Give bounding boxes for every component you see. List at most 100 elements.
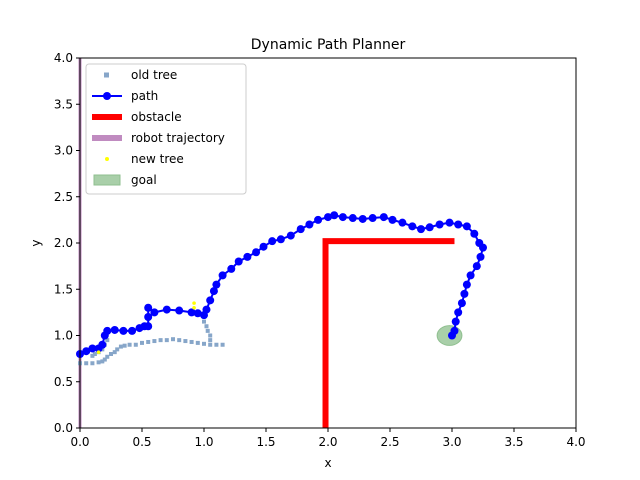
- y-tick-label-7: 3.5: [54, 97, 73, 111]
- legend-swatch-new-tree: [105, 157, 109, 161]
- path-point-63: [451, 317, 460, 326]
- path-point-40: [348, 214, 357, 223]
- legend-swatch-goal: [93, 174, 121, 186]
- y-tick-label-1: 0.5: [54, 375, 73, 389]
- path-point-30: [259, 242, 268, 251]
- path-point-43: [379, 213, 388, 222]
- legend-label-obstacle: obstacle: [131, 110, 182, 124]
- path-point-36: [314, 215, 323, 224]
- path-point-41: [358, 214, 367, 223]
- path-point-4: [98, 340, 107, 349]
- old-tree-point-34: [92, 352, 97, 356]
- old-tree-point-6: [105, 354, 110, 359]
- path-point-37: [324, 213, 332, 222]
- new-tree-point-1: [192, 305, 196, 310]
- old-tree-point-21: [183, 339, 188, 344]
- old-tree-point-22: [189, 339, 194, 344]
- legend: old tree path obstacle robot trajectory new …: [85, 63, 247, 195]
- old-tree-point-7: [109, 352, 113, 356]
- old-tree-point-20: [177, 338, 182, 343]
- path-point-51: [454, 220, 463, 229]
- path-point-53: [470, 229, 479, 238]
- old-tree-point-17: [158, 338, 163, 343]
- path-point-25: [218, 271, 227, 280]
- legend-swatch-path: [103, 92, 111, 100]
- path-point-38: [330, 211, 339, 220]
- old-tree-point-26: [214, 342, 219, 347]
- path-point-57: [472, 262, 481, 271]
- old-tree-point-23: [195, 340, 200, 345]
- x-tick-label-3: 1.5: [256, 435, 275, 449]
- old-tree-point-14: [140, 340, 144, 345]
- y-tick-label-2: 1.0: [54, 329, 73, 343]
- path-point-45: [398, 218, 407, 227]
- path-point-32: [276, 235, 285, 244]
- path-point-6: [103, 326, 112, 335]
- path-point-33: [286, 231, 295, 240]
- path-point-50: [445, 218, 454, 227]
- old-tree-point-28: [208, 333, 213, 338]
- path-point-42: [368, 214, 377, 223]
- old-tree-point-15: [146, 339, 151, 344]
- x-tick-label-5: 2.5: [380, 435, 399, 449]
- old-tree-point-25: [208, 342, 213, 347]
- path-point-12: [144, 322, 153, 331]
- old-tree-point-19: [171, 337, 175, 342]
- old-tree-point-29: [205, 328, 210, 333]
- x-axis-label: x: [324, 456, 331, 470]
- path-point-26: [227, 264, 236, 273]
- path-point-9: [128, 326, 137, 335]
- legend-label-new-tree: new tree: [131, 152, 184, 166]
- path-point-18: [187, 308, 196, 317]
- path-point-39: [338, 213, 347, 222]
- x-axis: 0.0 0.5 1.0 1.5 2.0 2.5 3.0 3.5 4.0: [70, 428, 586, 449]
- path-point-62: [454, 308, 463, 317]
- x-tick-label-2: 1.0: [194, 435, 213, 449]
- path-point-44: [388, 215, 397, 224]
- path-point-49: [435, 220, 444, 229]
- obstacle-line: [322, 238, 455, 428]
- path-point-14: [144, 303, 153, 312]
- path-point-58: [466, 271, 475, 280]
- path-point-55: [479, 243, 487, 252]
- path-point-52: [462, 222, 471, 231]
- path-point-59: [462, 280, 471, 289]
- y-tick-label-4: 2.0: [54, 236, 73, 250]
- old-tree-point-35: [90, 353, 95, 358]
- y-tick-label-5: 2.5: [54, 190, 73, 204]
- x-tick-label-6: 3.0: [442, 435, 461, 449]
- x-tick-label-4: 2.0: [318, 435, 337, 449]
- legend-label-old-tree: old tree: [131, 68, 177, 82]
- y-tick-label-6: 3.0: [54, 144, 73, 158]
- path-point-22: [206, 296, 215, 305]
- path-point-16: [162, 305, 171, 314]
- y-tick-label-3: 1.5: [54, 282, 73, 296]
- path-point-47: [417, 225, 425, 234]
- old-tree-point-30: [204, 324, 209, 329]
- path-point-24: [212, 280, 221, 289]
- y-axis-label: y: [29, 239, 43, 246]
- legend-swatch-old-tree: [104, 72, 109, 78]
- old-tree-point-13: [133, 342, 138, 347]
- path-point-7: [110, 325, 119, 334]
- path-point-1: [82, 347, 91, 356]
- path-point-31: [268, 237, 277, 246]
- old-tree-point-11: [122, 343, 127, 348]
- y-tick-label-8: 4.0: [54, 51, 73, 65]
- path-point-13: [144, 313, 153, 321]
- legend-label-goal: goal: [131, 173, 157, 187]
- path-point-29: [252, 248, 261, 257]
- old-tree-point-12: [127, 342, 132, 347]
- path-point-56: [476, 252, 485, 261]
- old-tree-point-16: [152, 339, 157, 344]
- old-tree-point-31: [202, 319, 206, 324]
- old-tree-point-38: [105, 338, 110, 343]
- x-tick-label-0: 0.0: [70, 435, 89, 449]
- path-point-34: [296, 225, 305, 234]
- old-tree-point-18: [164, 338, 169, 343]
- old-tree-point-24: [202, 341, 206, 346]
- plot-area: [76, 58, 487, 428]
- path-point-46: [408, 222, 417, 231]
- y-axis: 0.0 0.5 1.0 1.5 2.0 2.5 3.0 3.5 4.0: [54, 51, 80, 435]
